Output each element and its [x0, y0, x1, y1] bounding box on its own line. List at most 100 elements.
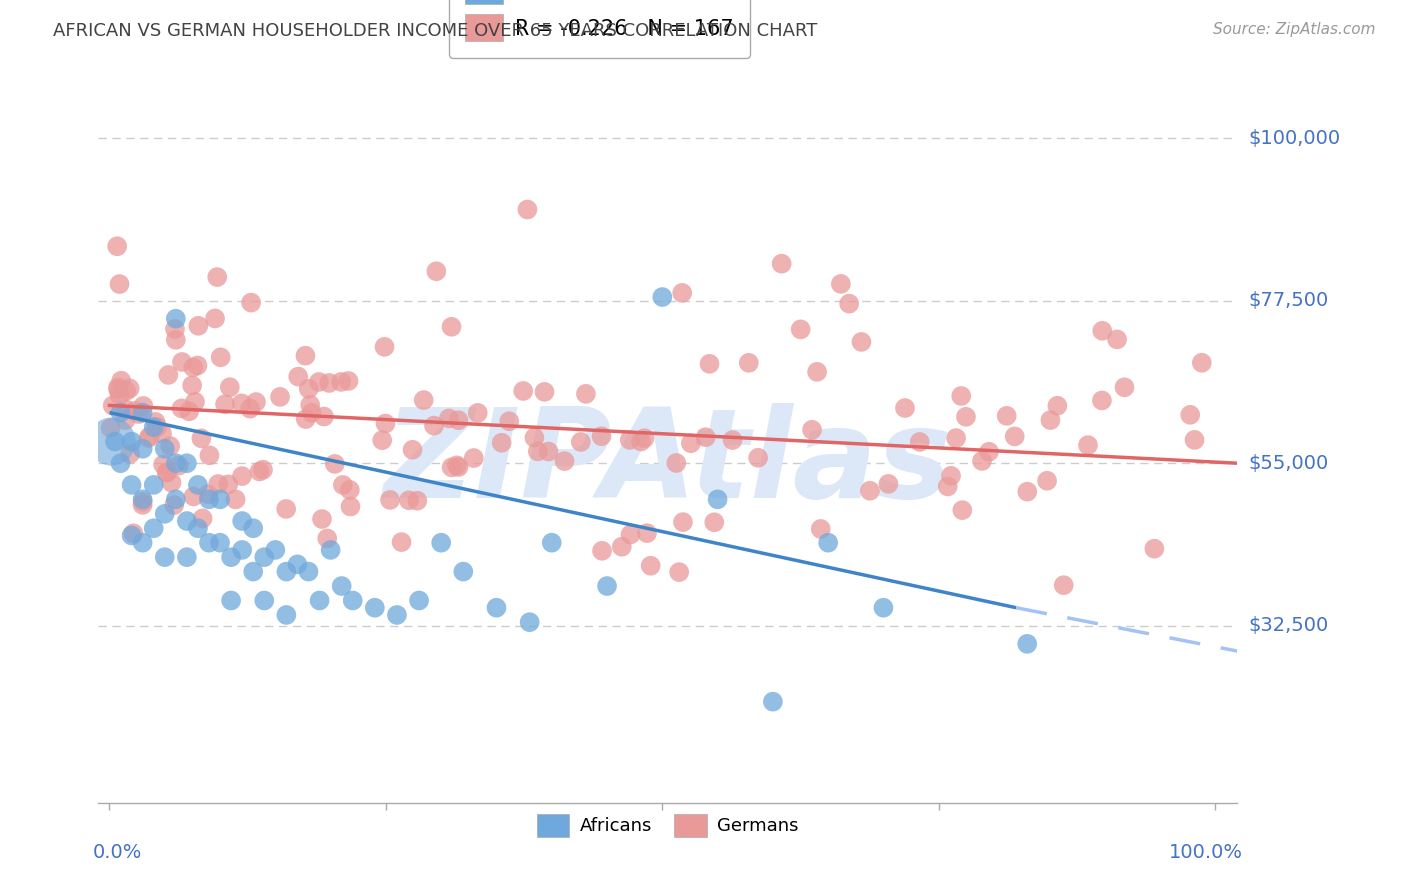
Point — [156, 466, 179, 480]
Point — [121, 528, 143, 542]
Point — [308, 375, 330, 389]
Point — [540, 535, 562, 549]
Point — [591, 429, 613, 443]
Point — [146, 420, 169, 434]
Point — [110, 406, 132, 420]
Point — [446, 458, 468, 473]
Point — [908, 434, 931, 449]
Point — [108, 277, 131, 291]
Point — [287, 369, 309, 384]
Point — [668, 565, 690, 579]
Point — [591, 543, 613, 558]
Point — [301, 406, 323, 420]
Point — [190, 431, 212, 445]
Point — [176, 550, 198, 565]
Point — [537, 444, 560, 458]
Point — [240, 295, 263, 310]
Point — [721, 433, 744, 447]
Point — [950, 389, 973, 403]
Point — [219, 593, 242, 607]
Point — [337, 374, 360, 388]
Point — [467, 406, 489, 420]
Point — [554, 454, 576, 468]
Point — [830, 277, 852, 291]
Point — [170, 355, 193, 369]
Point — [877, 476, 900, 491]
Point — [110, 374, 132, 388]
Point — [977, 444, 1000, 458]
Point — [1039, 413, 1062, 427]
Point — [100, 434, 122, 449]
Point — [1017, 637, 1039, 651]
Point — [806, 365, 828, 379]
Point — [163, 498, 186, 512]
Point — [995, 409, 1018, 423]
Point — [665, 456, 688, 470]
Point — [205, 270, 228, 285]
Point — [398, 493, 420, 508]
Point — [269, 390, 291, 404]
Point — [859, 483, 882, 498]
Point — [114, 402, 136, 417]
Point — [242, 521, 264, 535]
Point — [131, 442, 153, 456]
Point — [323, 457, 346, 471]
Point — [114, 413, 136, 427]
Text: $55,000: $55,000 — [1249, 454, 1329, 473]
Point — [596, 579, 619, 593]
Point — [124, 404, 146, 418]
Point — [276, 502, 298, 516]
Point — [425, 264, 447, 278]
Point — [491, 435, 513, 450]
Point — [107, 383, 129, 397]
Point — [312, 409, 335, 424]
Point — [619, 433, 641, 447]
Point — [121, 434, 143, 449]
Point — [131, 492, 153, 507]
Point — [242, 565, 264, 579]
Point — [950, 503, 973, 517]
Point — [1180, 408, 1202, 422]
Point — [191, 511, 214, 525]
Point — [153, 507, 176, 521]
Point — [485, 600, 508, 615]
Point — [187, 318, 209, 333]
Point — [294, 412, 316, 426]
Text: 0.0%: 0.0% — [93, 843, 142, 862]
Point — [762, 695, 785, 709]
Point — [619, 527, 641, 541]
Point — [209, 351, 232, 365]
Point — [153, 442, 176, 456]
Point — [330, 579, 353, 593]
Point — [970, 454, 993, 468]
Point — [342, 593, 364, 607]
Point — [217, 477, 239, 491]
Point — [176, 514, 198, 528]
Point — [872, 600, 894, 615]
Point — [339, 500, 361, 514]
Point — [1191, 356, 1213, 370]
Point — [145, 415, 167, 429]
Point — [374, 417, 396, 431]
Point — [801, 423, 824, 437]
Point — [167, 458, 190, 473]
Point — [401, 442, 423, 457]
Point — [1184, 433, 1206, 447]
Point — [364, 600, 387, 615]
Point — [838, 296, 860, 310]
Point — [671, 285, 693, 300]
Point — [231, 542, 253, 557]
Point — [817, 535, 839, 549]
Point — [770, 257, 793, 271]
Point — [150, 426, 173, 441]
Point — [633, 431, 655, 445]
Point — [391, 535, 413, 549]
Point — [527, 444, 550, 458]
Text: AFRICAN VS GERMAN HOUSEHOLDER INCOME OVER 65 YEARS CORRELATION CHART: AFRICAN VS GERMAN HOUSEHOLDER INCOME OVE… — [53, 22, 818, 40]
Point — [699, 357, 721, 371]
Point — [1046, 399, 1069, 413]
Point — [163, 322, 186, 336]
Point — [276, 565, 298, 579]
Point — [406, 493, 429, 508]
Point — [1107, 332, 1129, 346]
